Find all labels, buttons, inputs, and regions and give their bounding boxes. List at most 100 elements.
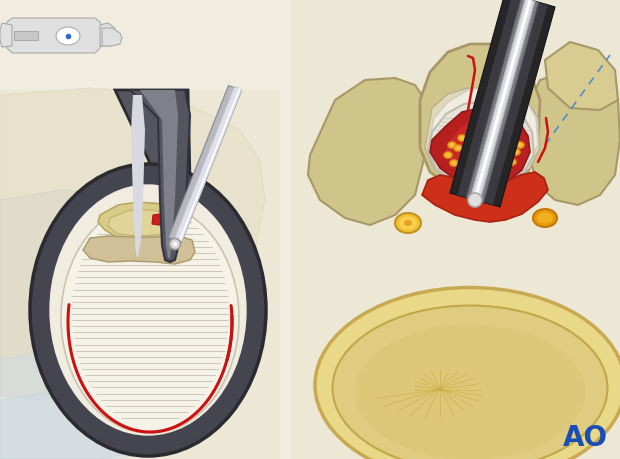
Ellipse shape <box>490 130 495 134</box>
Polygon shape <box>308 78 425 225</box>
Ellipse shape <box>497 130 507 138</box>
Ellipse shape <box>446 153 451 157</box>
Ellipse shape <box>473 140 501 160</box>
Ellipse shape <box>468 193 482 207</box>
Ellipse shape <box>50 185 246 435</box>
Polygon shape <box>0 390 145 459</box>
Ellipse shape <box>510 160 515 164</box>
Polygon shape <box>83 235 195 264</box>
Polygon shape <box>466 0 539 202</box>
Polygon shape <box>100 23 115 46</box>
Ellipse shape <box>487 129 497 135</box>
Ellipse shape <box>395 213 421 233</box>
Ellipse shape <box>56 27 80 45</box>
Ellipse shape <box>482 151 487 155</box>
Ellipse shape <box>515 141 525 149</box>
Ellipse shape <box>467 130 477 138</box>
Ellipse shape <box>484 136 492 144</box>
Polygon shape <box>450 0 555 207</box>
Polygon shape <box>457 0 548 205</box>
Polygon shape <box>115 90 190 265</box>
Polygon shape <box>428 87 538 188</box>
Polygon shape <box>152 213 172 226</box>
Ellipse shape <box>399 217 417 230</box>
Ellipse shape <box>471 153 477 157</box>
Polygon shape <box>102 28 122 46</box>
Ellipse shape <box>537 213 553 224</box>
Ellipse shape <box>453 145 463 151</box>
Ellipse shape <box>169 239 180 250</box>
Polygon shape <box>0 90 280 459</box>
Polygon shape <box>179 88 241 241</box>
Polygon shape <box>108 210 175 236</box>
Ellipse shape <box>30 164 266 456</box>
Ellipse shape <box>459 136 464 140</box>
Ellipse shape <box>474 139 482 146</box>
Ellipse shape <box>533 209 557 227</box>
Ellipse shape <box>448 141 456 149</box>
Polygon shape <box>131 95 145 258</box>
Ellipse shape <box>500 153 508 161</box>
Ellipse shape <box>404 220 412 226</box>
Ellipse shape <box>492 151 497 155</box>
Ellipse shape <box>458 134 466 141</box>
Polygon shape <box>295 0 620 459</box>
Ellipse shape <box>512 149 521 156</box>
Ellipse shape <box>495 140 500 144</box>
Ellipse shape <box>450 159 459 167</box>
Ellipse shape <box>332 306 608 459</box>
Ellipse shape <box>500 132 505 136</box>
Polygon shape <box>14 31 38 40</box>
Ellipse shape <box>490 150 498 157</box>
Ellipse shape <box>505 144 510 148</box>
Polygon shape <box>425 88 540 190</box>
Text: AO: AO <box>562 424 608 452</box>
Ellipse shape <box>469 151 479 158</box>
Ellipse shape <box>479 130 484 134</box>
Ellipse shape <box>315 287 620 459</box>
Polygon shape <box>545 42 618 110</box>
Ellipse shape <box>494 139 502 146</box>
Polygon shape <box>174 87 242 241</box>
Ellipse shape <box>479 150 489 157</box>
Polygon shape <box>0 88 265 400</box>
Polygon shape <box>130 90 190 262</box>
Polygon shape <box>530 70 620 205</box>
Ellipse shape <box>476 140 480 144</box>
Ellipse shape <box>508 134 516 141</box>
Ellipse shape <box>466 142 471 146</box>
Polygon shape <box>445 120 518 176</box>
Polygon shape <box>0 345 190 459</box>
Ellipse shape <box>510 136 515 140</box>
Polygon shape <box>98 202 188 241</box>
Ellipse shape <box>508 158 516 166</box>
Ellipse shape <box>456 146 461 150</box>
Ellipse shape <box>450 143 454 147</box>
Ellipse shape <box>451 161 456 165</box>
Ellipse shape <box>513 150 518 154</box>
Polygon shape <box>473 0 532 201</box>
Polygon shape <box>422 172 548 222</box>
Polygon shape <box>2 18 105 53</box>
Ellipse shape <box>485 138 490 142</box>
Ellipse shape <box>469 132 474 136</box>
Polygon shape <box>0 190 210 400</box>
Ellipse shape <box>502 155 507 159</box>
Ellipse shape <box>477 129 487 135</box>
Polygon shape <box>290 0 620 459</box>
Ellipse shape <box>459 155 469 162</box>
Polygon shape <box>430 108 530 186</box>
Ellipse shape <box>443 151 453 158</box>
Ellipse shape <box>355 325 585 459</box>
Polygon shape <box>470 0 535 202</box>
Ellipse shape <box>463 136 511 168</box>
Ellipse shape <box>464 140 472 147</box>
Polygon shape <box>140 90 178 258</box>
Ellipse shape <box>61 203 239 433</box>
Ellipse shape <box>503 142 513 150</box>
Polygon shape <box>0 23 12 47</box>
Ellipse shape <box>461 156 466 160</box>
Ellipse shape <box>480 144 494 154</box>
Ellipse shape <box>172 241 178 247</box>
Polygon shape <box>169 85 242 242</box>
